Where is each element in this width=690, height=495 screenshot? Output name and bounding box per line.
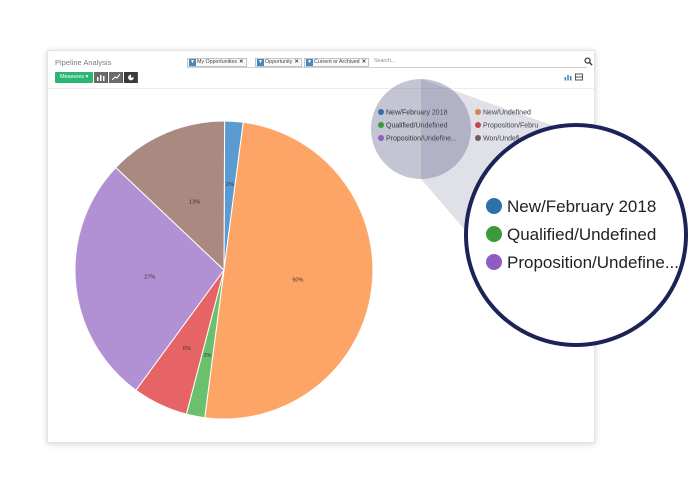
slice-percent-label: 2% <box>226 182 234 188</box>
bar-chart-button[interactable] <box>94 72 108 83</box>
legend-item[interactable]: Won/Undefi <box>475 135 519 143</box>
graph-view-icon[interactable] <box>564 73 572 81</box>
legend-item[interactable]: Qualified/Undefined <box>378 122 448 130</box>
legend-label: Won/Undefi <box>483 136 519 143</box>
remove-facet-icon[interactable]: ✕ <box>361 59 367 65</box>
legend-swatch <box>486 254 502 270</box>
measures-button[interactable]: Measures ▾ <box>55 72 94 83</box>
magnified-legend-item: Proposition/Undefine... <box>486 253 679 273</box>
legend-item[interactable]: Proposition/Undefine... <box>378 135 457 143</box>
legend-label: Proposition/Undefine... <box>386 136 457 143</box>
facet-label: Opportunity <box>265 59 293 65</box>
search-icon[interactable] <box>584 57 593 66</box>
bar-chart-icon <box>97 75 105 81</box>
slice-percent-label: 6% <box>183 346 191 352</box>
pie-chart-icon <box>128 74 134 81</box>
pivot-view-icon[interactable] <box>575 73 583 81</box>
legend-swatch <box>475 109 481 115</box>
facet-current-or-archived[interactable]: ▼ Current or Archived ✕ <box>304 58 370 67</box>
line-chart-icon <box>112 74 120 81</box>
facet-opportunity[interactable]: ▼ Opportunity ✕ <box>255 58 302 67</box>
filter-icon: ▼ <box>189 59 196 66</box>
slice-percent-label: 50% <box>292 278 303 284</box>
control-panel: Pipeline Analysis ▼ My Opportunities ✕ ▼ … <box>48 51 594 89</box>
legend-swatch <box>486 198 502 214</box>
search-input[interactable]: Search... <box>374 58 396 64</box>
legend-swatch <box>378 122 384 128</box>
slice-percent-label: 13% <box>189 200 200 206</box>
legend-swatch <box>486 226 502 242</box>
search-bar[interactable]: ▼ My Opportunities ✕ ▼ Opportunity ✕ ▼ Cur… <box>187 57 593 68</box>
magnified-legend-item: Qualified/Undefined <box>486 225 656 245</box>
filter-icon: ▼ <box>257 59 264 66</box>
facet-label: Current or Archived <box>314 59 360 65</box>
legend-swatch <box>378 109 384 115</box>
legend-label: Qualified/Undefined <box>507 225 657 244</box>
pie-slice[interactable] <box>74 166 225 391</box>
remove-facet-icon[interactable]: ✕ <box>239 59 244 65</box>
pie-slice[interactable] <box>115 120 226 272</box>
facet-label: My Opportunities <box>197 59 238 65</box>
legend-label: Proposition/Febru <box>483 123 538 130</box>
legend-swatch <box>378 135 384 141</box>
pie-slice[interactable] <box>204 121 374 420</box>
legend-item[interactable]: Proposition/Febru <box>475 122 538 130</box>
slice-percent-label: 2% <box>203 353 211 359</box>
page-title: Pipeline Analysis <box>55 58 112 67</box>
legend-label: Qualified/Undefined <box>386 122 448 130</box>
magnified-legend-item: New/February 2018 <box>486 197 656 217</box>
legend-label: Proposition/Undefine... <box>507 253 679 272</box>
chart-legend: New/February 2018 New/Undefined Qualified/… <box>378 109 598 149</box>
legend-label: New/February 2018 <box>386 109 448 117</box>
line-chart-button[interactable] <box>109 72 123 83</box>
legend-item[interactable]: New/February 2018 <box>378 109 447 117</box>
slice-percent-label: 27% <box>144 275 155 281</box>
magnifier-lens-source <box>371 79 471 179</box>
legend-item[interactable]: New/Undefined <box>475 109 531 117</box>
filter-icon: ▼ <box>306 59 313 66</box>
legend-label: New/February 2018 <box>507 197 657 216</box>
legend-label: New/Undefined <box>483 110 531 117</box>
legend-swatch <box>475 122 481 128</box>
legend-swatch <box>475 135 481 141</box>
remove-facet-icon[interactable]: ✕ <box>294 59 299 65</box>
pie-chart-button[interactable] <box>124 72 138 83</box>
legend-magnifier: New/February 2018 Qualified/Undefined Pr… <box>464 123 688 347</box>
facet-my-opportunities[interactable]: ▼ My Opportunities ✕ <box>187 58 247 67</box>
